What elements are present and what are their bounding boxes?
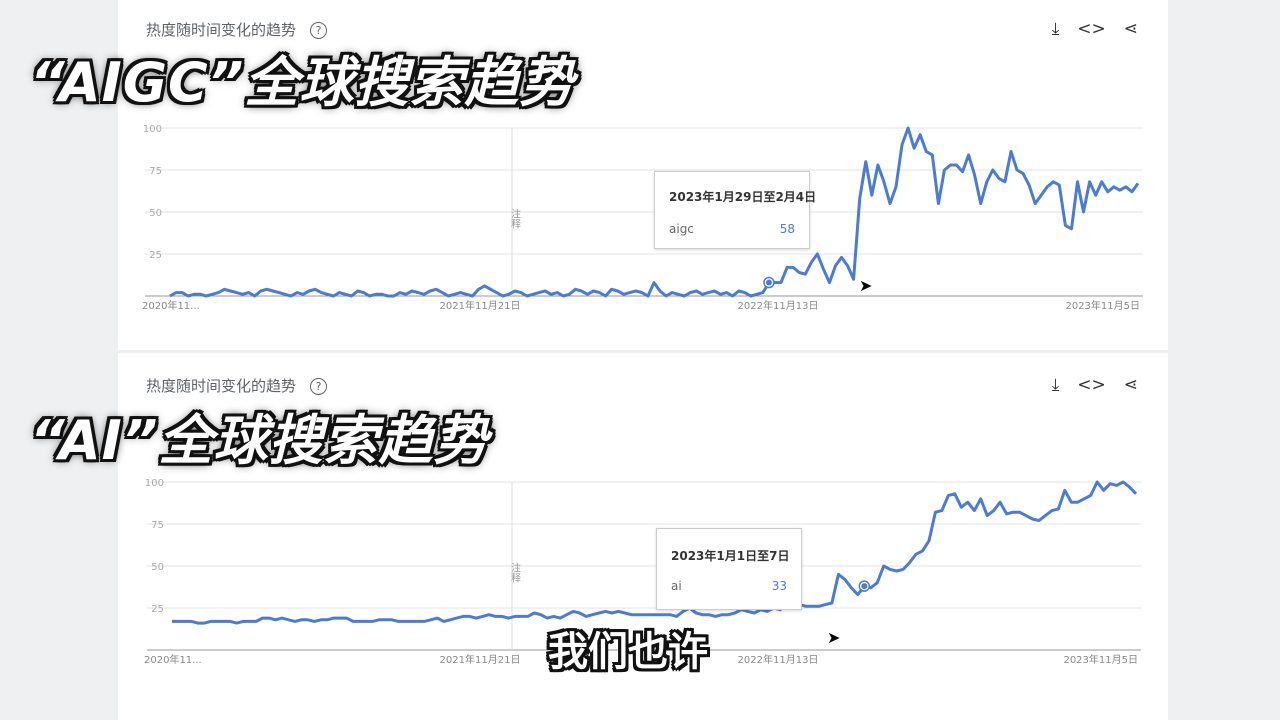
x-tick-label: 2023年11月5日 [1063, 653, 1138, 666]
download-icon[interactable]: ⤓ [1051, 19, 1060, 39]
help-icon[interactable]: ? [310, 22, 328, 39]
y-tick-label: 75 [151, 520, 164, 531]
y-tick-label: 100 [143, 124, 162, 135]
toolbar: ⤓ <> ⋖ [1052, 375, 1138, 395]
x-tick-label: 2021年11月21日 [440, 653, 521, 666]
ai-trend-card: 热度随时间变化的趋势? ⤓ <> ⋖ [118, 353, 1168, 720]
embed-code-icon[interactable]: <> [1077, 19, 1106, 39]
aigc-caption: “AIGC”全球搜索趋势 [30, 51, 575, 114]
annotation-label: 注释 [509, 561, 521, 583]
x-tick-label: 2020年11... [144, 653, 202, 666]
download-icon[interactable]: ⤓ [1051, 375, 1060, 395]
annotation-label: 注释 [509, 207, 521, 229]
y-tick-label: 25 [149, 250, 162, 261]
mouse-cursor-icon: ➤ [859, 276, 873, 295]
card-title: 热度随时间变化的趋势? [146, 19, 328, 40]
y-tick-label: 100 [145, 478, 164, 489]
share-icon[interactable]: ⋖ [1123, 19, 1138, 39]
hover-marker [765, 279, 772, 286]
chart-tooltip: 2023年1月29日至2月4日 aigc 58 [654, 171, 816, 249]
chart-tooltip: 2023年1月1日至7日 ai 33 [656, 528, 802, 610]
x-tick-label: 2021年11月21日 [440, 299, 521, 312]
y-tick-label: 75 [149, 166, 162, 177]
video-subtitle: 我们也许 [548, 629, 708, 675]
x-tick-label: 2022年11月13日 [738, 299, 819, 312]
ai-caption: “AI”全球搜索趋势 [30, 409, 489, 472]
x-tick-label: 2022年11月13日 [738, 653, 819, 666]
embed-code-icon[interactable]: <> [1077, 375, 1106, 395]
hover-marker [861, 583, 868, 590]
series-line [169, 126, 1140, 298]
help-icon[interactable]: ? [310, 378, 328, 395]
card-title: 热度随时间变化的趋势? [146, 375, 328, 396]
y-tick-label: 50 [149, 208, 162, 219]
chart-aigc: 25 50 75 100 注释 2020年11... 2021年11月21日 2022年11月… [142, 124, 1143, 312]
toolbar: ⤓ <> ⋖ [1052, 19, 1138, 39]
chart-ai: 25 50 75 100 注释 2020年11... 2021年11月21日 2022年11月… [144, 478, 1141, 666]
share-icon[interactable]: ⋖ [1123, 375, 1138, 395]
x-tick-label: 2020年11... [142, 299, 200, 312]
y-tick-label: 50 [151, 562, 164, 573]
x-tick-label: 2023年11月5日 [1065, 299, 1140, 312]
mouse-cursor-icon: ➤ [827, 628, 841, 647]
series-line [172, 480, 1138, 625]
y-tick-label: 25 [151, 604, 164, 615]
